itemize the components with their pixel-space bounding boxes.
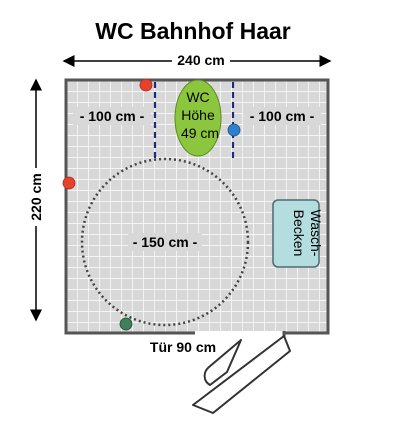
height-label: 220 cm [28,173,44,220]
red-marker-left [62,176,76,190]
toilet-label-line3: 49 cm [181,125,219,141]
red-marker-top [139,78,153,92]
toilet [174,79,222,157]
right-clearance-label: - 100 cm - [250,108,315,124]
blue-marker [227,123,241,137]
toilet-label-line1: WC [186,89,209,105]
sink-label-line1: Wasch- [308,210,324,257]
page-title: WC Bahnhof Haar [95,18,291,44]
left-clearance-label: - 100 cm - [80,108,145,124]
toilet-label-line2: Höhe [181,107,215,123]
sink-label-line2: Becken [291,210,307,257]
door-label: Tür 90 cm [150,339,216,355]
sink [272,199,320,268]
door-leaf [192,335,291,414]
turning-circle [80,157,250,327]
green-marker [119,317,133,331]
width-label: 240 cm [177,52,224,68]
turning-circle-label: - 150 cm - [133,234,198,250]
